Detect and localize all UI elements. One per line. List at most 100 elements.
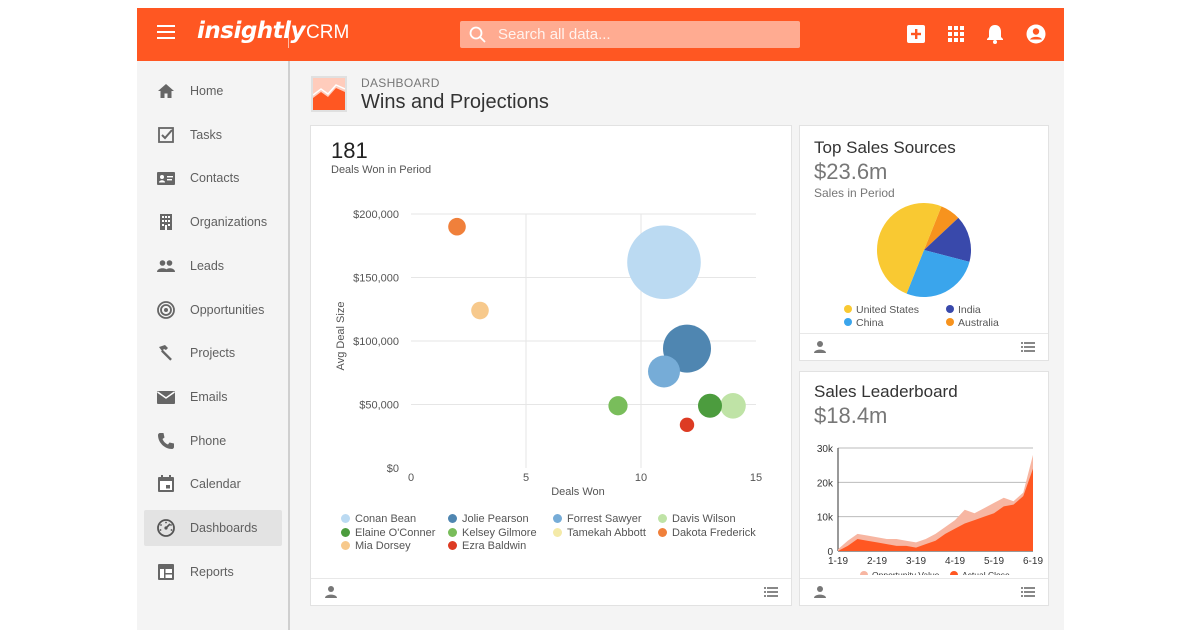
sidebar-item-tasks[interactable]: Tasks — [144, 117, 282, 153]
pie-slice-china[interactable] — [906, 250, 970, 297]
bubble-conan-bean[interactable] — [627, 225, 701, 300]
sidebar-item-leads[interactable]: Leads — [144, 248, 282, 284]
user-icon[interactable] — [324, 585, 338, 599]
phone-icon — [158, 432, 174, 449]
bell-icon[interactable] — [984, 23, 1006, 45]
bubble-davis-wilson[interactable] — [720, 392, 746, 419]
bubble-mia-dorsey[interactable] — [471, 301, 489, 320]
legend-item[interactable]: Davis Wilson — [658, 513, 736, 525]
top-divider — [288, 20, 289, 48]
dashboard-chart-icon — [311, 76, 347, 112]
bubble-dakota-frederick[interactable] — [448, 217, 466, 236]
legend-swatch — [448, 527, 457, 537]
area-actual-close[interactable] — [838, 468, 1033, 551]
legend-label: Opportunity Value — [872, 570, 940, 575]
legend-label: Ezra Baldwin — [462, 540, 527, 552]
legend-swatch — [658, 514, 667, 523]
sources-amount: $23.6m — [814, 159, 888, 184]
x-tick-label: 10 — [635, 472, 647, 484]
sidebar-item-opportunities[interactable]: Opportunities — [144, 292, 282, 328]
legend-item[interactable]: Forrest Sawyer — [553, 513, 642, 525]
pie-slice-united-states[interactable] — [876, 202, 942, 294]
legend-item[interactable]: Mia Dorsey — [341, 540, 411, 552]
pie-slice-india[interactable] — [924, 217, 971, 262]
legend-swatch — [860, 571, 868, 575]
legend-item[interactable]: Conan Bean — [341, 513, 416, 525]
legend-swatch — [341, 527, 350, 537]
bubble-ezra-baldwin[interactable] — [679, 417, 695, 433]
search-box[interactable] — [460, 21, 800, 48]
sidebar-item-label: Calendar — [190, 477, 241, 492]
sidebar-item-contacts[interactable]: Contacts — [144, 160, 282, 196]
hamburger-menu-icon[interactable] — [157, 25, 175, 43]
sidebar-item-reports[interactable]: Reports — [144, 554, 282, 590]
user-icon[interactable] — [813, 340, 827, 354]
card-footer — [311, 578, 791, 605]
legend-swatch — [341, 514, 350, 523]
sidebar-item-dashboards[interactable]: Dashboards — [144, 510, 282, 546]
user-icon[interactable] — [813, 585, 827, 599]
sidebar-item-label: Phone — [190, 433, 227, 448]
pie-legend-item[interactable]: United States — [844, 304, 919, 316]
list-icon[interactable] — [1021, 342, 1035, 352]
apps-grid-icon[interactable] — [945, 23, 967, 45]
target-icon — [157, 300, 175, 319]
x-tick-label: 0 — [408, 472, 414, 484]
sidebar-item-calendar[interactable]: Calendar — [144, 466, 282, 502]
bubble-elaine-o-conner[interactable] — [698, 393, 722, 418]
legend-item[interactable]: Jolie Pearson — [448, 513, 529, 525]
building-icon — [160, 214, 172, 231]
legend-swatch — [553, 527, 562, 537]
reports-table-icon — [158, 563, 174, 580]
x-tick-label: 3-19 — [906, 556, 926, 567]
hammer-icon — [159, 345, 172, 361]
sidebar-item-organizations[interactable]: Organizations — [144, 204, 282, 240]
legend-label: Tamekah Abbott — [567, 526, 646, 539]
pie-legend-item[interactable]: Australia — [946, 317, 999, 329]
sidebar-item-projects[interactable]: Projects — [144, 335, 282, 371]
sidebar-item-label: Contacts — [190, 171, 240, 186]
legend-item[interactable]: Tamekah Abbott — [553, 527, 646, 539]
legend-swatch — [844, 318, 852, 326]
sidebar-item-emails[interactable]: Emails — [144, 379, 282, 415]
pie-slice-australia[interactable] — [924, 206, 959, 250]
calendar-icon — [158, 475, 174, 493]
page-title: Wins and Projections — [361, 91, 549, 113]
add-icon[interactable] — [905, 23, 927, 45]
y-tick-label: 30k — [817, 444, 834, 455]
list-icon[interactable] — [764, 587, 778, 597]
deals-won-label: Deals Won in Period — [331, 164, 432, 176]
sales-leaderboard-card: Sales Leaderboard $18.4m 0 10k 20k 30k 1-19 2… — [799, 371, 1049, 606]
bubble-kelsey-gilmore[interactable] — [608, 396, 628, 416]
sidebar-item-label: Opportunities — [190, 302, 265, 317]
sidebar-nav: Home Tasks Contacts Organizations Leads Oppor… — [137, 61, 288, 630]
insightly-logo[interactable]: insightly — [197, 18, 306, 44]
list-icon[interactable] — [1021, 587, 1035, 597]
legend-label: Kelsey Gilmore — [462, 526, 537, 539]
sidebar-item-label: Organizations — [190, 215, 268, 230]
legend-label: Conan Bean — [355, 513, 417, 525]
legend-item[interactable]: Kelsey Gilmore — [448, 527, 537, 539]
x-tick-label: 4-19 — [945, 556, 965, 567]
account-icon[interactable] — [1025, 23, 1047, 45]
legend-label: Australia — [958, 317, 999, 329]
sidebar-item-home[interactable]: Home — [144, 73, 282, 109]
bubble-forrest-sawyer[interactable] — [648, 355, 680, 388]
sources-title: Top Sales Sources — [814, 138, 956, 157]
leaderboard-amount: $18.4m — [814, 403, 888, 428]
pie-chart — [876, 202, 971, 297]
search-input[interactable] — [498, 21, 793, 48]
sources-subtitle: Sales in Period — [814, 186, 895, 200]
pie-legend-item[interactable]: India — [946, 304, 981, 316]
pie-legend-item[interactable]: China — [844, 317, 883, 329]
dashboard-gauge-icon — [157, 519, 175, 537]
legend-swatch — [950, 571, 958, 575]
sidebar-item-label: Leads — [190, 258, 225, 273]
legend-label: Dakota Frederick — [672, 526, 756, 539]
sidebar-item-phone[interactable]: Phone — [144, 423, 282, 459]
legend-swatch — [946, 305, 954, 313]
legend-label: Forrest Sawyer — [567, 513, 642, 525]
legend-item[interactable]: Dakota Frederick — [658, 527, 756, 539]
legend-item[interactable]: Elaine O'Conner — [341, 527, 435, 539]
legend-item[interactable]: Ezra Baldwin — [448, 540, 526, 552]
